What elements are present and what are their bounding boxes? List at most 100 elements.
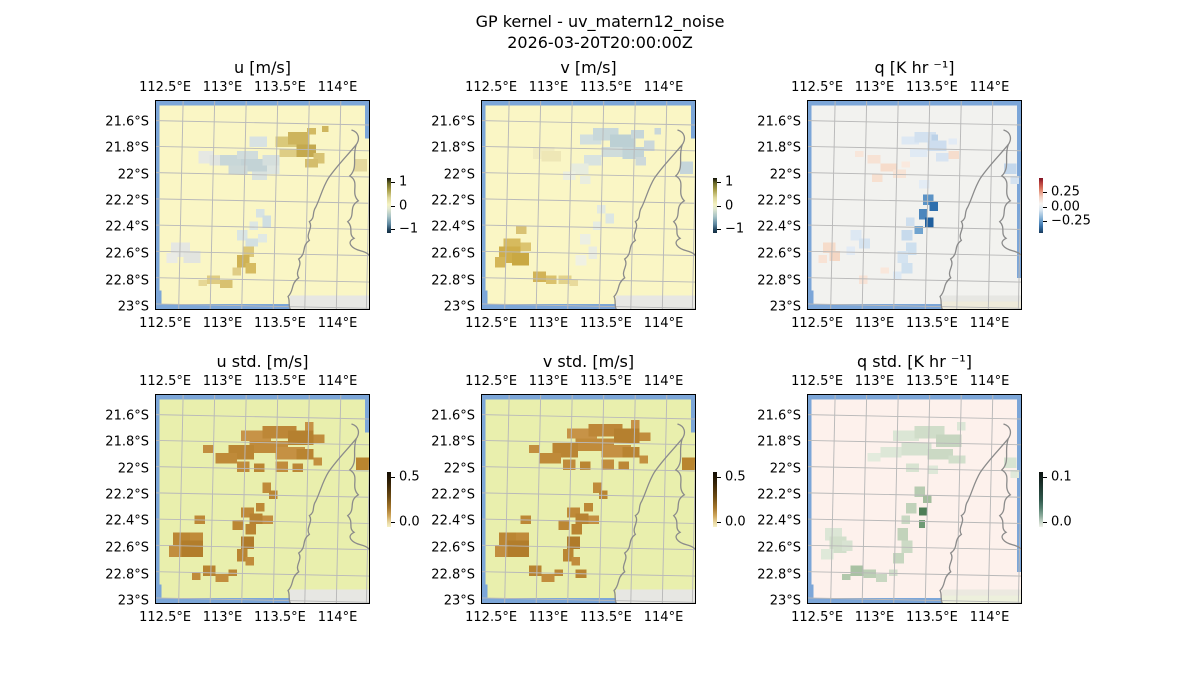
colorbar-u-std: 0.5 0.0 xyxy=(387,469,465,530)
tick-label: 113°E xyxy=(202,374,243,389)
tick-label: 114°E xyxy=(317,374,358,389)
colorbar-tick-label: −1 xyxy=(399,221,419,237)
tick-label: 114°E xyxy=(643,80,684,95)
tick-label: 21.6°S xyxy=(757,114,801,130)
tick-label: 112.5°E xyxy=(465,316,518,331)
coastline-peninsula xyxy=(348,439,369,549)
x-axis-ticks-top: 112.5°E 113°E 113.5°E 114°E xyxy=(139,80,370,96)
x-axis-ticks-bottom: 112.5°E 113°E 113.5°E 114°E xyxy=(791,610,1022,626)
tick-label: 22.4°S xyxy=(757,513,801,529)
map-canvas-q-std xyxy=(807,394,1022,604)
panel-title-v: v [m/s] xyxy=(560,58,617,77)
colorbar-v: 1 0 −1 xyxy=(713,174,791,236)
tick-label: 114°E xyxy=(969,374,1010,389)
colorbar-tick-label: 0.00 xyxy=(1051,199,1080,215)
tick-label: 112.5°E xyxy=(139,316,192,331)
tick-label: 114°E xyxy=(643,610,684,625)
coastline xyxy=(940,130,1010,309)
tick-label: 112.5°E xyxy=(791,316,844,331)
x-axis-ticks-bottom: 112.5°E 113°E 113.5°E 114°E xyxy=(465,316,696,332)
tick-label: 113.5°E xyxy=(579,80,632,95)
tick-label: 114°E xyxy=(317,80,358,95)
tick-label: 113.5°E xyxy=(905,610,958,625)
colorbar-gradient xyxy=(1039,178,1043,233)
colorbar-tick xyxy=(1043,207,1047,209)
colorbar-u: 1 0 −1 xyxy=(387,175,465,237)
tick-label: 112.5°E xyxy=(465,610,518,625)
coastline xyxy=(614,424,684,603)
colorbar-tick xyxy=(717,228,721,230)
tick-label: 22°S xyxy=(117,461,149,477)
map-panel-q-std: q std. [K hr ⁻¹] 112.5°E 113°E 113.5°E 114°… xyxy=(757,352,1071,625)
tick-label: 22°S xyxy=(443,167,475,183)
colorbar-tick-label: 0.25 xyxy=(1051,184,1080,200)
x-axis-ticks-bottom: 112.5°E 113°E 113.5°E 114°E xyxy=(791,316,1022,332)
tick-label: 22.6°S xyxy=(431,540,475,556)
colorbar-tick xyxy=(1043,192,1047,194)
colorbar-tick-label: 0 xyxy=(725,198,734,213)
tick-label: 23°S xyxy=(443,593,475,609)
panel-title-u-std: u std. [m/s] xyxy=(216,352,309,371)
tick-label: 114°E xyxy=(969,80,1010,95)
colorbar-tick-label: 0.0 xyxy=(1051,514,1072,530)
tick-label: 112.5°E xyxy=(465,80,518,95)
colorbar-tick-label: 0 xyxy=(399,198,408,213)
colorbar-tick-label: 1 xyxy=(725,174,734,190)
tick-label: 113°E xyxy=(202,80,243,95)
colorbar-gradient xyxy=(387,472,391,527)
panel-title-v-std: v std. [m/s] xyxy=(542,352,635,371)
tick-label: 21.8°S xyxy=(757,140,801,156)
tick-label: 113°E xyxy=(854,80,895,95)
colorbar-tick-label: 0.0 xyxy=(725,514,746,530)
panel-title-q-std: q std. [K hr ⁻¹] xyxy=(857,352,972,371)
tick-label: 114°E xyxy=(643,316,684,331)
tick-label: 22.4°S xyxy=(105,219,149,235)
map-canvas-u xyxy=(155,100,370,310)
x-axis-ticks-top: 112.5°E 113°E 113.5°E 114°E xyxy=(465,374,696,390)
figure-title: GP kernel - uv_matern12_noise xyxy=(475,12,725,31)
tick-label: 22.6°S xyxy=(757,540,801,556)
figure-timestamp: 2026-03-20T20:00:00Z xyxy=(507,33,693,52)
tick-label: 21.6°S xyxy=(431,408,475,424)
tick-label: 113.5°E xyxy=(905,316,958,331)
colorbar-tick xyxy=(391,205,395,207)
x-axis-ticks-top: 112.5°E 113°E 113.5°E 114°E xyxy=(465,80,696,96)
tick-label: 22.6°S xyxy=(757,246,801,262)
tick-label: 113°E xyxy=(528,80,569,95)
tick-label: 114°E xyxy=(969,610,1010,625)
tick-label: 22.4°S xyxy=(431,513,475,529)
coastline xyxy=(940,424,1010,603)
tick-label: 113°E xyxy=(528,316,569,331)
colorbar-gradient xyxy=(713,178,717,233)
tick-label: 23°S xyxy=(117,299,149,315)
map-panel-u: u [m/s] 112.5°E 113°E 113.5°E 114°E 112.5°E… xyxy=(105,58,418,331)
x-axis-ticks-bottom: 112.5°E 113°E 113.5°E 114°E xyxy=(465,610,696,626)
tick-label: 21.8°S xyxy=(105,434,149,450)
tick-label: 23°S xyxy=(769,299,801,315)
tick-label: 113°E xyxy=(854,374,895,389)
colorbar-q-std: 0.1 0.0 xyxy=(1039,469,1117,530)
colorbar-gradient xyxy=(713,472,717,527)
tick-label: 113°E xyxy=(528,610,569,625)
tick-label: 22.2°S xyxy=(757,487,801,503)
tick-label: 22°S xyxy=(117,167,149,183)
tick-label: 112.5°E xyxy=(791,610,844,625)
tick-label: 113.5°E xyxy=(579,316,632,331)
colorbar-q: 0.25 0.00 −0.25 xyxy=(1039,178,1117,233)
tick-label: 22.2°S xyxy=(431,193,475,209)
tick-label: 22.6°S xyxy=(105,246,149,262)
tick-label: 114°E xyxy=(317,610,358,625)
coastline-peninsula xyxy=(1000,145,1021,255)
tick-label: 113.5°E xyxy=(253,316,306,331)
colorbar-tick-label: 0.0 xyxy=(399,514,420,530)
colorbar-v-std: 0.5 0.0 xyxy=(713,469,791,530)
map-panel-v: v [m/s] 112.5°E 113°E 113.5°E 114°E 112.5°E… xyxy=(431,58,744,331)
colorbar-tick-label: 0.5 xyxy=(725,469,746,485)
colorbar-tick xyxy=(1043,221,1047,223)
tick-label: 22.4°S xyxy=(431,219,475,235)
map-panel-v-std: v std. [m/s] 112.5°E 113°E 113.5°E 114°E 11… xyxy=(431,352,745,625)
coastline-peninsula xyxy=(348,145,369,255)
tick-label: 113.5°E xyxy=(579,374,632,389)
tick-label: 22.8°S xyxy=(431,273,475,289)
coastline-peninsula xyxy=(674,145,695,255)
